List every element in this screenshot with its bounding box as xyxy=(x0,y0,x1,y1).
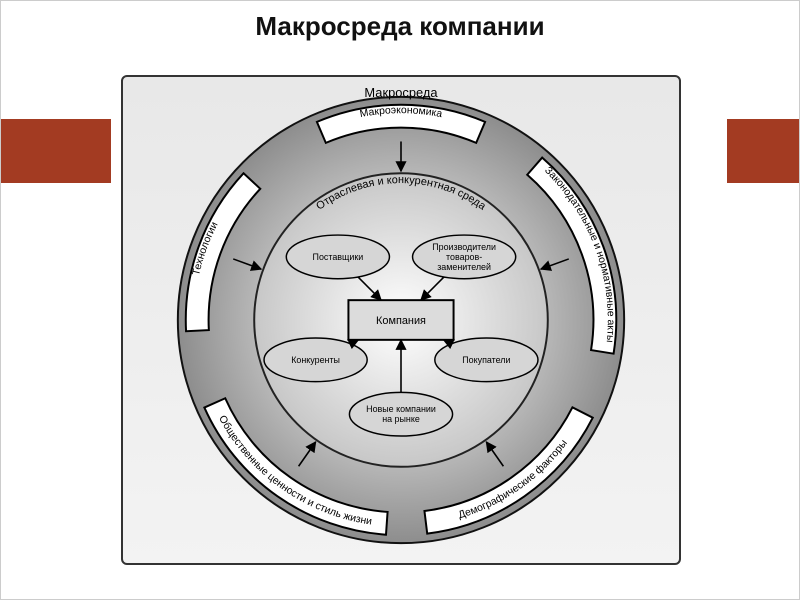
slide-title: Макросреда компании xyxy=(1,11,799,42)
svg-text:Макросреда: Макросреда xyxy=(364,85,438,100)
svg-text:Новые компании: Новые компании xyxy=(366,404,436,414)
svg-text:заменителей: заменителей xyxy=(437,262,491,272)
slide: Макросреда компании МакросредаОтраслевая… xyxy=(0,0,800,600)
accent-band-left xyxy=(1,119,111,183)
svg-text:на рынке: на рынке xyxy=(382,414,420,424)
svg-text:Покупатели: Покупатели xyxy=(462,355,510,365)
svg-text:Поставщики: Поставщики xyxy=(313,252,364,262)
svg-text:Конкуренты: Конкуренты xyxy=(291,355,340,365)
accent-band-right xyxy=(727,119,799,183)
diagram-frame: МакросредаОтраслевая и конкурентная сред… xyxy=(121,75,681,565)
macro-environment-diagram: МакросредаОтраслевая и конкурентная сред… xyxy=(123,77,679,563)
svg-text:Компания: Компания xyxy=(376,315,426,327)
svg-text:товаров-: товаров- xyxy=(446,252,482,262)
svg-text:Производители: Производители xyxy=(432,242,496,252)
